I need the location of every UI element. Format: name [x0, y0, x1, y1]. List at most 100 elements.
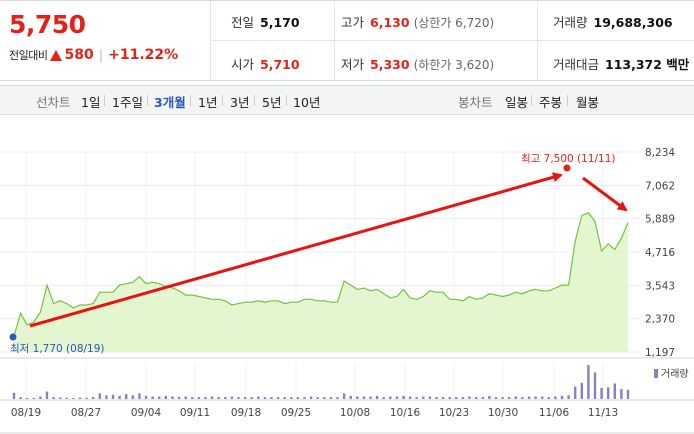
volume-bar [494, 397, 498, 399]
volume-bar [158, 396, 161, 399]
tab-separator [190, 95, 191, 106]
volume-bar [184, 396, 187, 399]
volume-bar [243, 397, 247, 399]
volume-bar [250, 397, 253, 399]
volume-bar [593, 372, 597, 399]
volume-bar [342, 393, 346, 399]
tab-5year[interactable]: 5년 [262, 95, 282, 110]
volume-bar [600, 387, 603, 399]
current-price: 5,750 [9, 10, 86, 39]
volume-bar [607, 387, 610, 399]
y-tick-label: 3,543 [645, 280, 675, 292]
prev-close: 전일 5,170 [231, 12, 300, 31]
x-tick-label: 09/04 [131, 407, 162, 419]
volume-bar [131, 395, 134, 399]
tab-1week[interactable]: 1주일 [112, 95, 143, 110]
volume-bar [45, 391, 49, 399]
high-value: 6,130 [370, 15, 410, 30]
volume-bar [276, 397, 280, 399]
change-label: 전일대비 [9, 49, 48, 62]
volume-bar [230, 396, 234, 399]
trend-arrows [29, 172, 628, 328]
tab-separator [567, 95, 568, 106]
volume-bar [52, 397, 55, 399]
volume-bar [435, 397, 438, 399]
volume-bar [349, 395, 352, 399]
x-tick-label: 09/25 [281, 407, 311, 419]
trend-arrow-down [582, 176, 628, 212]
prev-close-value: 5,170 [260, 15, 300, 30]
volume-bar [217, 397, 220, 399]
y-tick-label: 4,716 [645, 247, 675, 259]
open: 시가 5,710 [231, 54, 300, 73]
volume-bar [521, 397, 524, 399]
x-tick-label: 10/23 [439, 407, 469, 419]
volume-bar [613, 383, 616, 399]
volume-bar [138, 393, 141, 399]
volume-bar [65, 397, 68, 399]
tab-monthly-candle[interactable]: 월봉 [576, 95, 600, 110]
volume-bar [468, 396, 471, 399]
tab-separator [222, 95, 223, 106]
max-annotation: 최고 7,500 (11/11) [521, 153, 616, 165]
price-area-fill [14, 212, 628, 352]
x-tick-label: 10/16 [390, 407, 421, 419]
volume-bar [105, 395, 108, 399]
volume-bar [375, 395, 379, 399]
volume-bar [402, 395, 405, 399]
volume-bar [567, 395, 570, 399]
volume-legend-swatch [654, 369, 658, 378]
volume-bar [428, 396, 432, 399]
tab-weekly-candle[interactable]: 주봉 [539, 95, 563, 110]
tab-daily-candle[interactable]: 일봉 [505, 95, 529, 110]
volume-bar [382, 397, 385, 399]
x-tick-label: 09/11 [180, 407, 210, 419]
trade-amount: 거래대금 113,372 백만 [553, 54, 689, 73]
volume-bar [448, 397, 451, 399]
volume-bar [514, 396, 517, 399]
tab-1year[interactable]: 1년 [198, 95, 218, 110]
high: 고가 6,130 (상한가 6,720) [341, 12, 494, 31]
volume-bar [32, 397, 35, 399]
volume-bar [12, 392, 16, 399]
x-tick-label: 08/27 [71, 407, 101, 419]
volume-bar [356, 396, 359, 399]
x-tick-label: 10/30 [488, 407, 518, 419]
x-tick-label: 10/08 [340, 407, 370, 419]
volume-bar [620, 389, 623, 399]
volume-bar [224, 397, 227, 399]
tab-10year[interactable]: 10년 [293, 95, 321, 110]
volume-bar [177, 396, 181, 399]
volume-bar [554, 396, 557, 399]
change-row: 전일대비 580 | +11.22% [9, 47, 178, 63]
volume-bar [171, 396, 174, 399]
up-triangle-icon [50, 49, 63, 61]
volume-bar [369, 396, 372, 399]
volume-bar [395, 396, 399, 399]
volume-bar [144, 395, 148, 399]
open-value: 5,710 [260, 57, 300, 72]
tab-3month[interactable]: 3개월 [154, 95, 186, 110]
price-box: 5,750 전일대비 580 | +11.22% [0, 1, 211, 80]
volume-bar [508, 397, 511, 399]
tab-3year[interactable]: 3년 [230, 95, 250, 110]
volume-bar [336, 397, 339, 399]
volume-bar [270, 397, 273, 399]
tab-1day[interactable]: 1일 [81, 95, 101, 110]
x-tick-label: 09/18 [231, 407, 261, 419]
volume-bar [560, 395, 564, 399]
divider [537, 1, 538, 80]
high-label: 고가 [341, 15, 365, 30]
trade-amount-label: 거래대금 [553, 57, 600, 72]
y-tick-label: 8,234 [645, 147, 675, 159]
price-area [13, 211, 629, 352]
volume-bar [303, 397, 306, 399]
volume-bar [501, 397, 504, 399]
divider [334, 1, 335, 80]
volume-bar [527, 396, 531, 399]
volume-bars [12, 365, 630, 399]
volume: 거래량 19,688,306 [553, 12, 673, 31]
tab-separator [531, 95, 532, 106]
volume-bar [580, 382, 583, 399]
